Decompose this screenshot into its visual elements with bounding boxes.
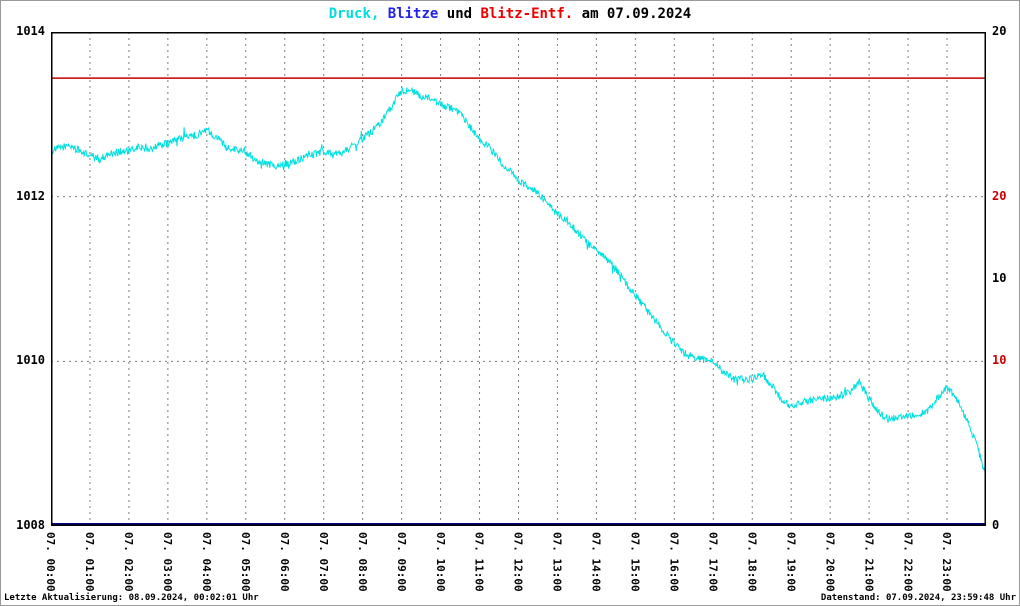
x-tick-label: 07. 22:00 [901, 532, 915, 592]
data-timestamp-text: Datenstand: 07.09.2024, 23:59:48 Uhr [820, 593, 1016, 603]
y-right-black-tick-label: 10 [992, 271, 1007, 285]
druck-series-line [51, 86, 986, 476]
y-right-black-tick-label: 0 [992, 518, 1000, 532]
x-tick-label: 07. 10:00 [433, 532, 447, 592]
x-tick-label: 07. 08:00 [355, 532, 369, 592]
x-tick-label: 07. 17:00 [706, 532, 720, 592]
x-tick-label: 07. 23:00 [940, 532, 954, 592]
plot-border [51, 32, 986, 526]
x-tick-label: 07. 15:00 [628, 532, 642, 592]
last-update-text: Letzte Aktualisierung: 08.09.2024, 00:02… [4, 593, 259, 603]
y-right-black-tick-label: 20 [992, 24, 1007, 38]
title-und: und [438, 6, 481, 22]
y-right-red-tick-label: 20 [992, 188, 1007, 203]
x-tick-label: 07. 12:00 [511, 532, 525, 592]
title-space [379, 6, 387, 22]
x-tick-label: 07. 21:00 [862, 532, 876, 592]
x-tick-label: 07. 13:00 [550, 532, 564, 592]
x-tick-label: 07. 00:00 [44, 532, 58, 592]
x-tick-label: 07. 03:00 [161, 532, 175, 592]
chart-title: Druck, Blitze und Blitz-Entf. am 07.09.2… [1, 6, 1019, 22]
title-date: am 07.09.2024 [573, 6, 692, 22]
x-tick-label: 07. 19:00 [784, 532, 798, 592]
x-tick-label: 07. 04:00 [200, 532, 214, 592]
plot-area [51, 32, 986, 526]
x-tick-label: 07. 11:00 [472, 532, 486, 592]
x-tick-label: 07. 06:00 [277, 532, 291, 592]
y-right-red-tick-label: 10 [992, 353, 1007, 368]
x-tick-label: 07. 07:00 [316, 532, 330, 592]
x-tick-label: 07. 14:00 [589, 532, 603, 592]
x-tick-label: 07. 20:00 [823, 532, 837, 592]
x-tick-label: 07. 16:00 [667, 532, 681, 592]
title-blitz-entf: Blitz-Entf. [480, 6, 574, 22]
title-blitze: Blitze [387, 6, 439, 22]
x-tick-label: 07. 05:00 [238, 532, 252, 592]
y-left-tick-label: 1012 [16, 188, 45, 203]
title-druck: Druck, [328, 6, 380, 22]
x-tick-label: 07. 09:00 [394, 532, 408, 592]
x-tick-label: 07. 02:00 [122, 532, 136, 592]
y-left-tick-label: 1008 [16, 518, 45, 532]
y-left-tick-label: 1010 [16, 353, 45, 368]
x-tick-label: 07. 01:00 [83, 532, 97, 592]
y-left-tick-label: 1014 [16, 24, 45, 38]
x-tick-label: 07. 18:00 [745, 532, 759, 592]
